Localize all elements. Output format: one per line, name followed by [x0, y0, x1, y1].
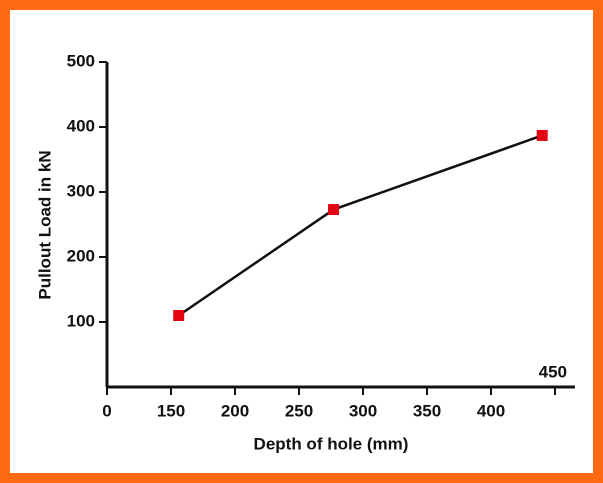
- y-tick-label: 300: [67, 181, 95, 200]
- y-tick-label: 200: [67, 246, 95, 265]
- point: [328, 204, 340, 216]
- x-tick-label: 400: [477, 401, 505, 420]
- y-axis-label: Pullout Load in kN: [35, 150, 54, 299]
- x-tick-label: 350: [413, 401, 441, 420]
- y-tick-label: 500: [67, 51, 95, 70]
- x-tick-label: 150: [157, 401, 185, 420]
- x-tick-label: 450: [539, 362, 567, 381]
- x-tick-label: 0: [102, 401, 111, 420]
- x-axis-label: Depth of hole (mm): [254, 434, 409, 453]
- y-tick-label: 400: [67, 116, 95, 135]
- point: [536, 129, 548, 141]
- x-tick-label: 200: [221, 401, 249, 420]
- x-tick-label: 250: [285, 401, 313, 420]
- x-tick-label: 300: [349, 401, 377, 420]
- point: [173, 310, 185, 321]
- y-tick-label: 100: [67, 311, 95, 330]
